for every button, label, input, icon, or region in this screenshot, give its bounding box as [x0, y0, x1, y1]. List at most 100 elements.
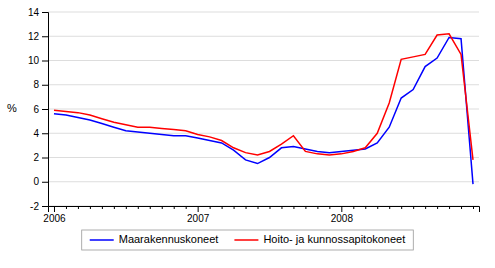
x-minor-tick-mark: [186, 206, 187, 209]
x-minor-tick-mark: [114, 206, 115, 209]
x-minor-tick-mark: [150, 206, 151, 209]
y-tick-mark: [42, 109, 48, 110]
y-tick: 14: [28, 7, 48, 18]
y-tick: -2: [30, 201, 48, 212]
x-tick: [269, 206, 270, 209]
x-minor-tick-mark: [234, 206, 235, 209]
x-minor-tick-mark: [269, 206, 270, 209]
y-tick-label: 6: [33, 104, 39, 115]
x-tick: [365, 206, 366, 209]
y-tick-mark: [42, 36, 48, 37]
x-tick: [377, 206, 378, 209]
x-tick: [353, 206, 354, 209]
x-minor-tick-mark: [401, 206, 402, 209]
x-tick: [246, 206, 247, 209]
x-tick: [138, 206, 139, 209]
x-minor-tick-mark: [365, 206, 366, 209]
y-tick-mark: [42, 133, 48, 134]
x-minor-tick-mark: [174, 206, 175, 209]
x-tick-label: 2007: [187, 213, 210, 224]
x-tick: [305, 206, 306, 209]
x-tick: [425, 206, 426, 209]
x-minor-tick-mark: [461, 206, 462, 209]
x-minor-tick-mark: [78, 206, 79, 209]
x-tick: [317, 206, 318, 209]
x-minor-tick-mark: [162, 206, 163, 209]
y-axis-title: %: [7, 102, 17, 114]
x-minor-tick-mark: [305, 206, 306, 209]
y-tick: 2: [33, 152, 48, 163]
x-minor-tick-mark: [449, 206, 450, 209]
x-tick: [90, 206, 91, 209]
y-tick-label: 2: [33, 152, 39, 163]
x-tick: [126, 206, 127, 209]
x-tick: [66, 206, 67, 209]
x-minor-tick-mark: [210, 206, 211, 209]
x-minor-tick-mark: [138, 206, 139, 209]
x-tick: [293, 206, 294, 209]
grid-line: [48, 12, 479, 13]
x-minor-tick-mark: [222, 206, 223, 209]
legend: MaarakennuskoneetHoito- ja kunnossapitok…: [82, 230, 414, 250]
x-minor-tick-mark: [293, 206, 294, 209]
x-tick: [473, 206, 474, 209]
x-tick: [162, 206, 163, 209]
x-tick: [437, 206, 438, 209]
lines: [54, 34, 473, 184]
x-tick: [449, 206, 450, 209]
series-line: [54, 34, 473, 160]
legend-item: Maarakennuskoneet: [90, 233, 219, 245]
series-line: [54, 37, 473, 184]
y-tick-label: 0: [33, 176, 39, 187]
y-axis-line: [42, 13, 49, 207]
x-minor-tick-mark: [389, 206, 390, 209]
legend-label: Maarakennuskoneet: [119, 233, 219, 245]
x-tick: 2007: [187, 206, 210, 224]
x-tick: [174, 206, 175, 209]
x-minor-tick-mark: [437, 206, 438, 209]
x-tick-label: 2006: [43, 213, 66, 224]
x-tick: [114, 206, 115, 209]
legend-swatch: [90, 239, 114, 241]
x-tick: [186, 206, 187, 209]
x-minor-tick-mark: [377, 206, 378, 209]
grid-line: [48, 157, 479, 158]
x-tick: [329, 206, 330, 209]
y-tick: 12: [28, 31, 48, 42]
y-tick-label: 8: [33, 79, 39, 90]
x-tick: [210, 206, 211, 209]
y-axis: -202468101214: [28, 7, 49, 212]
x-axis: 2006 2007 2008: [43, 206, 479, 224]
x-tick: 2008: [331, 206, 354, 224]
y-tick-mark: [42, 182, 48, 183]
legend-swatch: [234, 239, 258, 241]
y-tick-label: 4: [33, 128, 39, 139]
x-minor-tick-mark: [246, 206, 247, 209]
x-tick: [234, 206, 235, 209]
x-axis-line: [49, 207, 480, 213]
grid-line: [48, 60, 479, 61]
x-tick: [401, 206, 402, 209]
x-minor-tick-mark: [413, 206, 414, 209]
x-minor-tick-mark: [258, 206, 259, 209]
x-tick: 2006: [43, 206, 66, 224]
x-tick: [78, 206, 79, 209]
y-tick-label: 14: [28, 7, 40, 18]
y-tick-mark: [42, 158, 48, 159]
x-minor-tick-mark: [126, 206, 127, 209]
grid-line: [48, 133, 479, 134]
grid: [48, 12, 479, 206]
x-minor-tick-mark: [317, 206, 318, 209]
y-tick-label: 12: [28, 31, 40, 42]
x-tick: [222, 206, 223, 209]
y-tick-mark: [42, 12, 48, 13]
y-tick-mark: [42, 85, 48, 86]
grid-line: [48, 181, 479, 182]
x-minor-tick-mark: [329, 206, 330, 209]
plot: -202468101214200620072008%: [7, 7, 479, 224]
y-tick-mark: [42, 61, 48, 62]
x-tick: [413, 206, 414, 209]
x-tick-mark: [198, 206, 199, 212]
x-minor-tick-mark: [66, 206, 67, 209]
x-tick: [281, 206, 282, 209]
